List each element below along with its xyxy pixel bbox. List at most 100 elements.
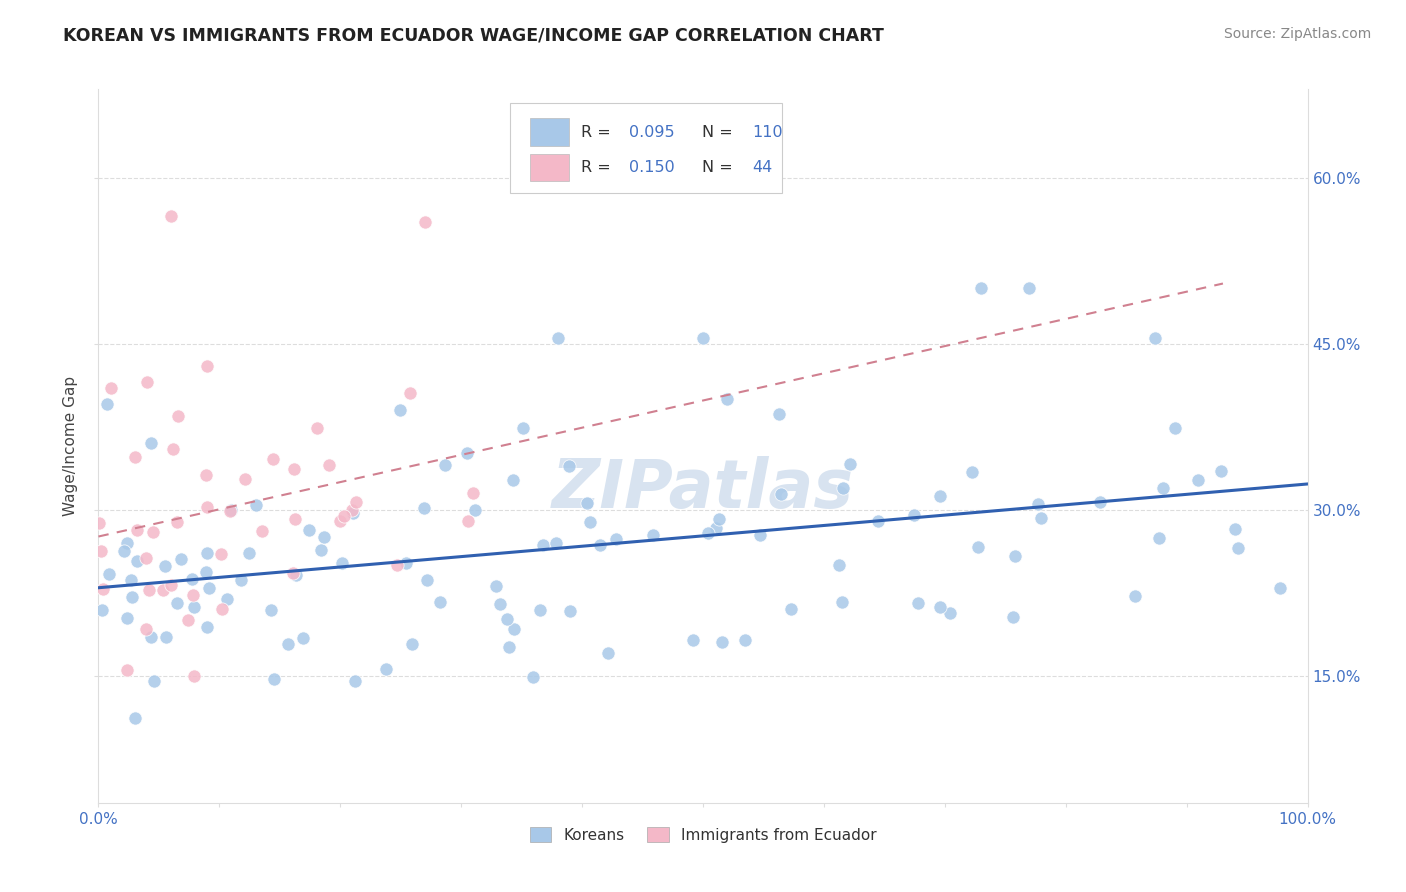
Point [90,544,112,558]
Point [734,633,756,648]
Point [768,407,790,421]
Point [1187,473,1209,487]
Point [682,633,704,648]
Point [831,595,853,609]
Point [115,664,138,678]
Point [866,514,889,528]
Point [544,535,567,549]
Point [558,458,581,473]
Point [120,573,142,587]
Point [716,392,738,406]
Point [704,521,727,535]
Point [960,465,983,479]
Point [142,673,165,688]
Point [215,592,238,607]
Point [522,670,544,684]
Point [195,546,218,560]
Point [292,631,315,645]
Point [498,640,520,654]
Point [124,450,146,464]
Point [219,503,242,517]
Point [344,495,367,509]
Point [415,574,437,588]
Point [749,527,772,541]
FancyBboxPatch shape [530,154,569,181]
Point [903,508,925,522]
Text: 110: 110 [752,125,783,139]
Point [141,630,163,644]
Point [233,472,256,486]
Point [152,583,174,598]
Point [928,599,950,614]
Point [641,528,664,542]
Point [827,558,849,573]
Point [1147,531,1170,545]
Point [124,711,146,725]
Point [388,403,411,417]
FancyBboxPatch shape [509,103,782,193]
Point [344,674,367,689]
Point [456,446,478,460]
Point [1018,281,1040,295]
Text: 44: 44 [752,161,773,175]
Point [125,523,148,537]
Point [770,486,793,500]
Point [97,567,120,582]
Point [160,210,183,224]
Point [401,636,423,650]
Point [332,556,354,570]
Point [385,558,408,572]
Point [167,409,190,423]
Point [162,442,184,456]
Point [1123,589,1146,603]
Point [219,502,242,516]
Y-axis label: Wage/Income Gap: Wage/Income Gap [63,376,79,516]
FancyBboxPatch shape [530,119,569,145]
Text: 0.150: 0.150 [630,161,675,175]
Point [155,630,177,644]
Point [503,622,526,636]
Text: N =: N = [702,125,738,139]
Point [342,506,364,520]
Point [181,589,204,603]
Point [125,554,148,568]
Point [413,215,436,229]
Text: R =: R = [581,125,616,139]
Point [238,546,260,560]
Point [197,620,219,634]
Point [839,457,862,471]
Point [970,281,993,295]
Point [183,600,205,615]
Text: 0.095: 0.095 [630,125,675,139]
Text: Source: ZipAtlas.com: Source: ZipAtlas.com [1223,27,1371,41]
Point [229,574,252,588]
Point [457,514,479,528]
Point [277,637,299,651]
Point [121,590,143,604]
Point [198,581,221,595]
Point [115,536,138,550]
Point [263,672,285,686]
Point [463,486,485,500]
Point [1001,609,1024,624]
Point [576,496,599,510]
Point [464,503,486,517]
Point [91,602,114,616]
Point [166,515,188,529]
Point [928,489,950,503]
Point [488,597,510,611]
Point [262,451,284,466]
Point [1209,464,1232,478]
Point [142,525,165,540]
Point [496,612,519,626]
Point [1143,330,1166,344]
Point [907,596,929,610]
Point [333,509,356,524]
Point [314,530,336,544]
Point [1227,541,1250,556]
Text: R =: R = [581,161,616,175]
Point [1026,497,1049,511]
Legend: Koreans, Immigrants from Ecuador: Koreans, Immigrants from Ecuador [523,821,883,848]
Point [177,613,200,627]
Point [340,503,363,517]
